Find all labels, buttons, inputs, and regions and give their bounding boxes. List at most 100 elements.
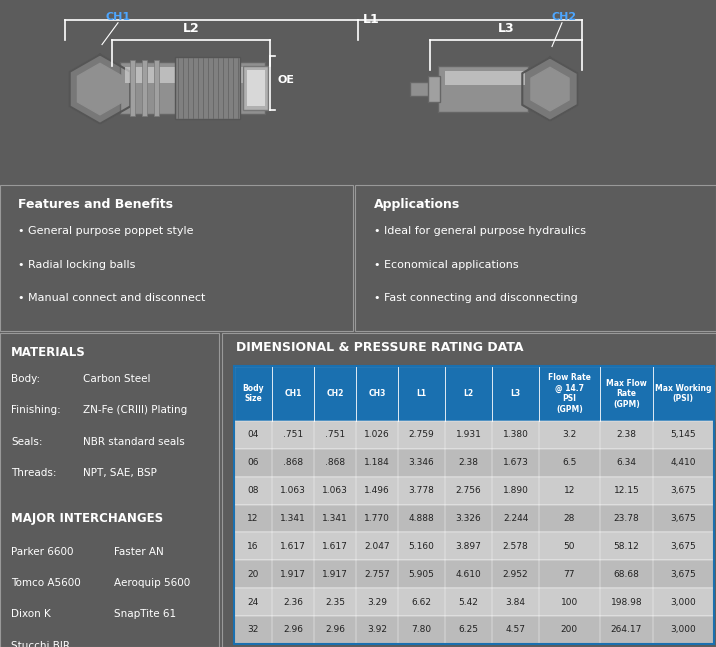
Bar (234, 505, 714, 532)
Bar (234, 366, 714, 421)
Text: L3: L3 (511, 389, 521, 398)
Bar (410, 82, 430, 96)
Text: .751: .751 (284, 430, 304, 439)
Bar (234, 616, 714, 644)
Text: 100: 100 (561, 598, 578, 607)
Text: 1.673: 1.673 (503, 458, 528, 467)
Text: NPT, SAE, BSP: NPT, SAE, BSP (83, 468, 158, 478)
Text: 1.496: 1.496 (364, 486, 390, 495)
Text: CH1: CH1 (105, 12, 130, 22)
Text: 1.341: 1.341 (281, 514, 306, 523)
Text: OE: OE (278, 75, 295, 85)
Text: 2.96: 2.96 (284, 626, 304, 635)
Text: CH3: CH3 (369, 389, 386, 398)
Text: Carbon Steel: Carbon Steel (83, 374, 151, 384)
Text: 3,000: 3,000 (670, 626, 696, 635)
Text: NBR standard seals: NBR standard seals (83, 437, 185, 447)
Text: 6.25: 6.25 (459, 626, 478, 635)
Text: Max Working
(PSI): Max Working (PSI) (655, 384, 712, 403)
Text: 12: 12 (563, 486, 575, 495)
Bar (234, 421, 714, 449)
Bar (130, 60, 135, 116)
Text: 5,145: 5,145 (671, 430, 696, 439)
Bar (234, 449, 714, 477)
Text: 5.42: 5.42 (459, 598, 478, 607)
Text: .868: .868 (284, 458, 304, 467)
Text: Threads:: Threads: (11, 468, 57, 478)
Bar (243, 66, 268, 110)
Text: L2: L2 (183, 21, 199, 35)
Text: 1.617: 1.617 (322, 542, 348, 551)
Bar (154, 60, 159, 116)
Text: 3.778: 3.778 (409, 486, 435, 495)
Text: 20: 20 (248, 570, 258, 578)
Bar (438, 66, 528, 112)
Text: 1.931: 1.931 (455, 430, 482, 439)
Text: 06: 06 (248, 458, 259, 467)
Text: 58.12: 58.12 (614, 542, 639, 551)
Text: 3,675: 3,675 (670, 514, 696, 523)
Text: • Economical applications: • Economical applications (374, 259, 518, 270)
Bar (234, 366, 714, 644)
Text: 2.952: 2.952 (503, 570, 528, 578)
Text: CH1: CH1 (284, 389, 302, 398)
Text: 2.35: 2.35 (325, 598, 345, 607)
Text: 2.756: 2.756 (456, 486, 481, 495)
Text: MATERIALS: MATERIALS (11, 345, 86, 358)
Text: 50: 50 (563, 542, 575, 551)
Text: 6.5: 6.5 (562, 458, 576, 467)
Text: SnapTite 61: SnapTite 61 (114, 609, 176, 619)
Text: 5.905: 5.905 (409, 570, 435, 578)
Text: 2.36: 2.36 (284, 598, 304, 607)
Text: 4.610: 4.610 (456, 570, 481, 578)
Text: 2.578: 2.578 (503, 542, 528, 551)
Text: Finishing:: Finishing: (11, 406, 61, 415)
Text: 4.57: 4.57 (505, 626, 526, 635)
Text: 28: 28 (563, 514, 575, 523)
Text: 2.759: 2.759 (409, 430, 435, 439)
Text: DIMENSIONAL & PRESSURE RATING DATA: DIMENSIONAL & PRESSURE RATING DATA (236, 341, 524, 354)
Text: 3.92: 3.92 (367, 626, 387, 635)
Text: 12: 12 (248, 514, 258, 523)
Bar (428, 76, 440, 102)
Polygon shape (77, 63, 122, 115)
Text: 2.757: 2.757 (364, 570, 390, 578)
Bar (234, 588, 714, 616)
Text: 2.244: 2.244 (503, 514, 528, 523)
Bar (175, 58, 240, 119)
Bar (142, 60, 147, 116)
Text: Applications: Applications (374, 198, 460, 211)
Text: 24: 24 (248, 598, 258, 607)
Text: 3,675: 3,675 (670, 486, 696, 495)
Text: 3.29: 3.29 (367, 598, 387, 607)
Text: 08: 08 (248, 486, 259, 495)
Text: • Ideal for general purpose hydraulics: • Ideal for general purpose hydraulics (374, 226, 586, 236)
Text: 4,410: 4,410 (671, 458, 696, 467)
Text: 1.617: 1.617 (281, 542, 306, 551)
Text: 3.2: 3.2 (562, 430, 576, 439)
Text: 32: 32 (248, 626, 258, 635)
Text: 3,675: 3,675 (670, 570, 696, 578)
Text: 198.98: 198.98 (611, 598, 642, 607)
Text: L3: L3 (498, 21, 514, 35)
Text: 3,000: 3,000 (670, 598, 696, 607)
Text: 04: 04 (248, 430, 258, 439)
Text: 77: 77 (563, 570, 575, 578)
Text: 1.380: 1.380 (503, 430, 528, 439)
Text: 264.17: 264.17 (611, 626, 642, 635)
Text: 3.326: 3.326 (456, 514, 481, 523)
Text: 2.96: 2.96 (325, 626, 345, 635)
Text: • Radial locking balls: • Radial locking balls (18, 259, 135, 270)
Text: 2.38: 2.38 (459, 458, 478, 467)
Text: 3.897: 3.897 (455, 542, 482, 551)
Polygon shape (531, 67, 569, 111)
Text: 1.917: 1.917 (322, 570, 348, 578)
Text: Features and Benefits: Features and Benefits (18, 198, 173, 211)
Text: 1.890: 1.890 (503, 486, 528, 495)
Text: 1.063: 1.063 (322, 486, 348, 495)
Text: 6.34: 6.34 (616, 458, 637, 467)
Text: Seals:: Seals: (11, 437, 42, 447)
Bar (247, 71, 265, 106)
Polygon shape (522, 58, 578, 121)
Text: L2: L2 (463, 389, 474, 398)
